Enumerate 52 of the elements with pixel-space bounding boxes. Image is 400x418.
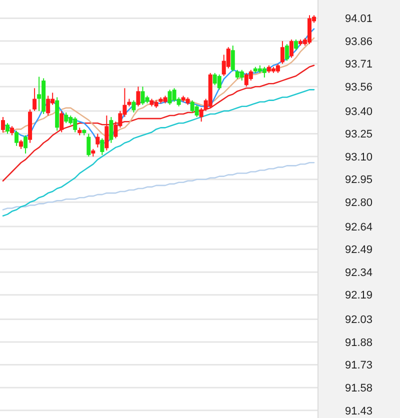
y-tick-label: 92.95 — [345, 174, 373, 186]
candlestick — [46, 95, 50, 116]
candlestick — [284, 44, 289, 62]
candlestick — [276, 63, 280, 74]
candlestick — [19, 139, 24, 150]
y-tick-label: 93.56 — [345, 81, 373, 94]
candlestick — [100, 138, 104, 156]
candlestick — [32, 88, 37, 112]
line-series — [2, 64, 315, 182]
y-tick-label: 93.10 — [345, 151, 373, 164]
candlestick — [289, 39, 294, 58]
y-tick-label: 92.03 — [345, 314, 373, 326]
y-tick-label: 91.73 — [345, 360, 373, 372]
candlestick — [194, 104, 199, 118]
candlestick — [240, 69, 244, 82]
candlestick — [230, 45, 235, 72]
candlestick — [104, 115, 109, 151]
candlestick — [136, 86, 140, 107]
y-tick-label: 94.01 — [345, 13, 373, 26]
candlestick — [217, 74, 222, 90]
y-tick-label: 92.80 — [345, 197, 373, 210]
y-tick-label: 91.58 — [345, 382, 373, 394]
y-tick-label: 92.19 — [345, 290, 373, 302]
line-series — [2, 162, 315, 210]
candlestick — [86, 133, 91, 158]
candlestick — [280, 40, 284, 64]
candlestick — [199, 107, 204, 122]
candlestick — [64, 112, 68, 124]
y-tick-label: 93.25 — [345, 128, 373, 141]
candlestick — [248, 69, 253, 82]
candlestick — [109, 116, 114, 144]
y-tick-label: 92.64 — [345, 221, 373, 234]
y-tick-label: 93.71 — [345, 58, 373, 71]
candlestick — [10, 126, 14, 136]
candlestick — [262, 66, 266, 78]
candlestick — [96, 133, 100, 148]
candlestick — [6, 122, 10, 134]
candlestick — [24, 134, 28, 154]
candlestick — [294, 39, 298, 51]
candlestick — [132, 100, 136, 113]
y-tick-label: 93.86 — [345, 36, 373, 48]
candlestick — [37, 76, 42, 112]
candlestick — [140, 86, 145, 106]
line-series — [2, 89, 315, 216]
y-tick-label: 92.34 — [345, 266, 373, 279]
y-tick-label: 91.43 — [345, 405, 373, 418]
y-tick-label: 92.49 — [345, 244, 373, 256]
y-tick-label: 91.88 — [345, 336, 373, 349]
candlestick — [1, 116, 5, 133]
candlestick — [60, 110, 64, 133]
candlestick — [14, 130, 19, 146]
y-tick-label: 93.40 — [345, 106, 373, 118]
